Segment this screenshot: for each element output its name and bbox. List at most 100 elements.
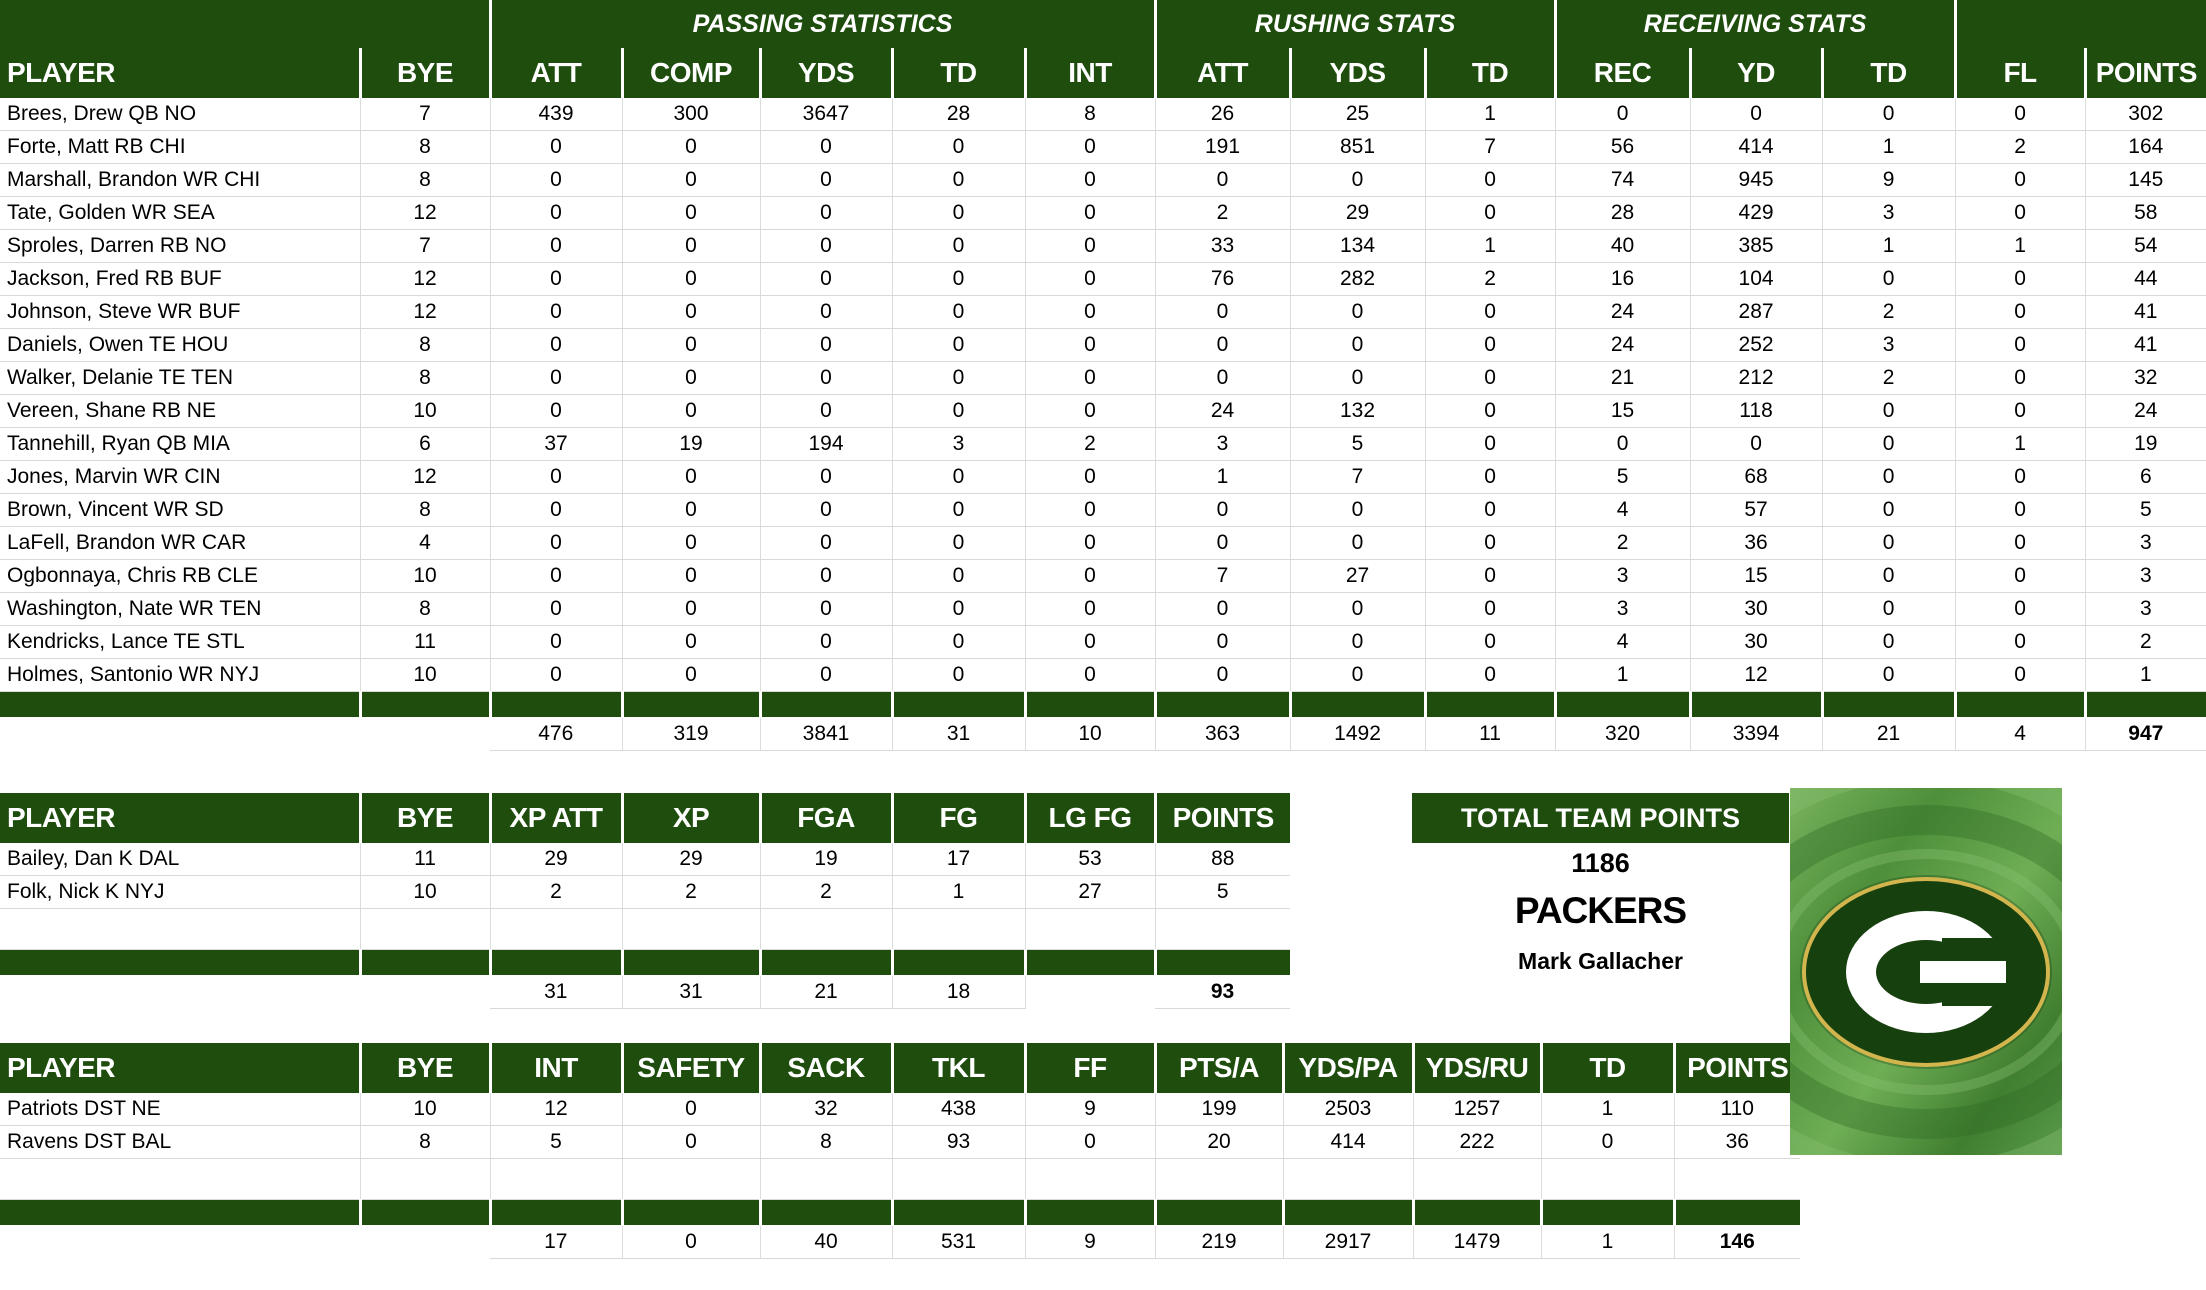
stat-cell: 17: [490, 1225, 623, 1259]
stat-cell: 3: [892, 427, 1026, 461]
player-cell: Forte, Matt RB CHI: [0, 130, 361, 164]
stat-cell: [1155, 1199, 1285, 1226]
stat-cell: [1674, 1158, 1800, 1200]
stat-cell: [622, 908, 761, 950]
stat-cell: 7: [1425, 130, 1556, 164]
stat-cell: 0: [622, 394, 761, 428]
stat-cell: 3647: [760, 98, 893, 131]
player-cell: [0, 717, 360, 751]
stat-cell: 0: [1955, 98, 2086, 131]
stat-cell: 0: [1822, 460, 1956, 494]
col-points: POINTS: [1155, 793, 1290, 843]
stat-cell: 3: [1555, 559, 1691, 593]
stat-cell: [1155, 1158, 1284, 1200]
stat-cell: 68: [1690, 460, 1823, 494]
stat-cell: 438: [892, 1093, 1026, 1126]
stat-cell: [1425, 691, 1557, 718]
stat-cell: 58: [2085, 196, 2206, 230]
col-ff: FF: [1025, 1043, 1157, 1093]
table-row: Brown, Vincent WR SD 8 0 0 0 0 0 0 0 0 4 57 0 0 5: [0, 493, 2206, 527]
stat-cell: 0: [490, 625, 623, 659]
stat-cell: [1155, 949, 1290, 976]
stat-cell: [760, 949, 894, 976]
stat-cell: 0: [1025, 658, 1156, 692]
stat-cell: 0: [1425, 394, 1556, 428]
stat-cell: 27: [1025, 875, 1156, 909]
stat-cell: 0: [1822, 98, 1956, 131]
stat-cell: 0: [1025, 328, 1156, 362]
stat-cell: [1025, 691, 1157, 718]
stat-cell: 0: [1155, 328, 1291, 362]
player-cell: [0, 1225, 360, 1259]
col-player: PLAYER: [0, 1043, 362, 1093]
player-cell: [0, 975, 360, 1009]
stat-cell: 5: [1290, 427, 1426, 461]
stat-cell: 0: [760, 229, 893, 263]
stat-cell: [490, 949, 624, 976]
stat-cell: 0: [1955, 196, 2086, 230]
stat-cell: 2: [490, 875, 623, 909]
player-cell: Brees, Drew QB NO: [0, 98, 361, 131]
stat-cell: 8: [360, 361, 491, 395]
col-pass-td: TD: [892, 48, 1027, 98]
stat-cell: [892, 1199, 1027, 1226]
stat-cell: 31: [892, 717, 1026, 751]
stat-cell: 12: [360, 262, 491, 296]
stat-cell: 10: [360, 658, 491, 692]
stat-cell: 8: [360, 493, 491, 527]
stat-cell: 24: [1555, 328, 1691, 362]
stat-cell: 8: [360, 163, 491, 197]
packers-logo-image: [1668, 754, 2184, 1190]
stat-cell: 110: [1674, 1093, 1800, 1126]
stat-cell: 36: [1690, 526, 1823, 560]
stat-cell: 4: [1955, 717, 2086, 751]
col-safety: SAFETY: [622, 1043, 762, 1093]
stat-cell: 12: [490, 1093, 623, 1126]
stat-cell: 0: [622, 196, 761, 230]
col-rush-att: ATT: [1155, 48, 1292, 98]
table-row: Daniels, Owen TE HOU 8 0 0 0 0 0 0 0 0 24 252 3 0 41: [0, 328, 2206, 362]
stat-cell: 134: [1290, 229, 1426, 263]
stat-cell: [1413, 1158, 1542, 1200]
stat-cell: 32: [2085, 361, 2206, 395]
stat-cell: 0: [1290, 658, 1426, 692]
stat-cell: 0: [622, 130, 761, 164]
col-yds-ru: YDS/RU: [1413, 1043, 1543, 1093]
col-rush-yds: YDS: [1290, 48, 1427, 98]
stat-cell: 0: [1822, 592, 1956, 626]
stat-cell: 2: [1155, 196, 1291, 230]
table-row: Sproles, Darren RB NO 7 0 0 0 0 0 33 134 1 40 385 1 1…: [0, 229, 2206, 263]
player-cell: [0, 1158, 361, 1200]
stat-cell: 0: [1425, 493, 1556, 527]
table-row: Walker, Delanie TE TEN 8 0 0 0 0 0 0 0 0 21 212 2 0 32: [0, 361, 2206, 395]
stat-cell: 146: [1674, 1225, 1800, 1259]
stat-cell: [360, 1199, 492, 1226]
stat-cell: 30: [1690, 592, 1823, 626]
totals-row: 476 319 3841 31 10 363 1492 11 320 3394 21 4 947: [0, 717, 2206, 751]
stat-cell: 1: [892, 875, 1026, 909]
stat-cell: 29: [1290, 196, 1426, 230]
col-player: PLAYER: [0, 48, 362, 98]
stat-cell: 319: [622, 717, 761, 751]
stat-cell: 0: [622, 658, 761, 692]
stat-cell: 0: [892, 163, 1026, 197]
stat-cell: 0: [760, 592, 893, 626]
stat-cell: 4: [1555, 625, 1691, 659]
stat-cell: 1492: [1290, 717, 1426, 751]
stat-cell: 0: [1822, 658, 1956, 692]
stat-cell: 302: [2085, 98, 2206, 131]
stat-cell: 4: [1555, 493, 1691, 527]
stat-cell: 0: [1025, 163, 1156, 197]
stat-cell: 0: [1290, 526, 1426, 560]
stat-cell: 12: [360, 196, 491, 230]
stat-cell: 385: [1690, 229, 1823, 263]
kicker-stats-table: PLAYER BYE XP ATT XP FGA FG LG FG POINTS…: [0, 793, 1290, 1009]
table-row: Jackson, Fred RB BUF 12 0 0 0 0 0 76 282 2 16 104 0 0…: [0, 262, 2206, 296]
table-row: Tate, Golden WR SEA 12 0 0 0 0 0 2 29 0 28 429 3 0 58: [0, 196, 2206, 230]
stat-cell: 0: [1425, 460, 1556, 494]
stat-cell: 0: [1822, 493, 1956, 527]
stat-cell: 145: [2085, 163, 2206, 197]
col-rush-td: TD: [1425, 48, 1557, 98]
stat-cell: 0: [622, 559, 761, 593]
